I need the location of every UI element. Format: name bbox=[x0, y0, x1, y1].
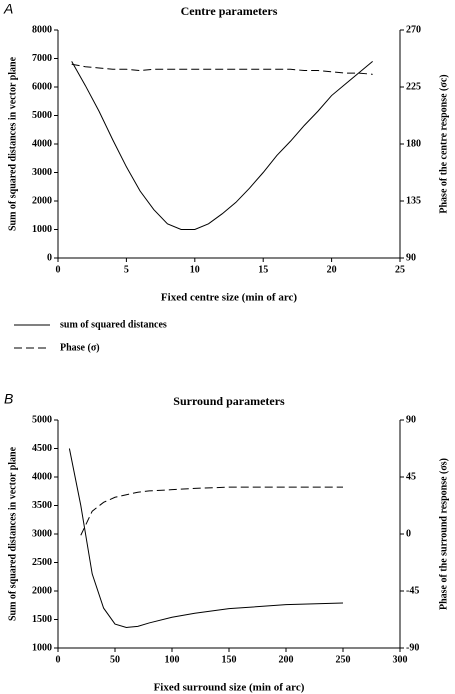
y-tick-label: 5000 bbox=[32, 414, 52, 425]
data-line bbox=[71, 60, 373, 230]
panel-label: A bbox=[3, 1, 13, 17]
x-tick-label: 200 bbox=[279, 654, 294, 665]
legend-label: sum of squared distances bbox=[60, 319, 167, 330]
y-tick-label: 2000 bbox=[32, 195, 52, 206]
data-line bbox=[71, 63, 373, 75]
y-tick-label: 2500 bbox=[32, 557, 52, 568]
x-tick-label: 250 bbox=[336, 654, 351, 665]
y-axis-label: Sum of squared distances in vector plane bbox=[7, 56, 18, 231]
y2-tick-label: -90 bbox=[406, 642, 419, 653]
y-tick-label: 7000 bbox=[32, 53, 52, 64]
y2-tick-label: 135 bbox=[406, 195, 421, 206]
y2-tick-label: 0 bbox=[406, 528, 411, 539]
x-axis-label: Fixed centre size (min of arc) bbox=[161, 292, 297, 304]
x-tick-label: 50 bbox=[110, 654, 120, 665]
x-tick-label: 0 bbox=[56, 264, 61, 275]
y-tick-label: 8000 bbox=[32, 24, 52, 35]
y2-tick-label: -45 bbox=[406, 585, 419, 596]
chart-title: Surround parameters bbox=[173, 394, 285, 408]
data-line bbox=[68, 448, 344, 628]
y-tick-label: 3000 bbox=[32, 528, 52, 539]
x-tick-label: 150 bbox=[222, 654, 237, 665]
y-tick-label: 0 bbox=[47, 252, 52, 263]
y-tick-label: 3000 bbox=[32, 167, 52, 178]
data-line bbox=[80, 486, 343, 536]
y-tick-label: 2000 bbox=[32, 585, 52, 596]
x-tick-label: 5 bbox=[124, 264, 129, 275]
x-tick-label: 20 bbox=[327, 264, 337, 275]
x-tick-label: 300 bbox=[393, 654, 408, 665]
chart-title: Centre parameters bbox=[181, 4, 278, 18]
y-tick-label: 4000 bbox=[32, 471, 52, 482]
x-tick-label: 10 bbox=[190, 264, 200, 275]
y2-tick-label: 90 bbox=[406, 414, 416, 425]
x-tick-label: 25 bbox=[395, 264, 405, 275]
x-tick-label: 15 bbox=[258, 264, 268, 275]
y2-tick-label: 90 bbox=[406, 252, 416, 263]
y-tick-label: 1000 bbox=[32, 224, 52, 235]
y2-tick-label: 270 bbox=[406, 24, 421, 35]
legend-label: Phase (σ) bbox=[60, 342, 100, 353]
y-tick-label: 4500 bbox=[32, 443, 52, 454]
y-tick-label: 1500 bbox=[32, 614, 52, 625]
y2-tick-label: 45 bbox=[406, 471, 416, 482]
y2-axis-label: Phase of the centre response (σc) bbox=[438, 74, 449, 213]
y-tick-label: 3500 bbox=[32, 500, 52, 511]
x-tick-label: 100 bbox=[165, 654, 180, 665]
y-tick-label: 6000 bbox=[32, 81, 52, 92]
y2-tick-label: 180 bbox=[406, 138, 421, 149]
x-axis-label: Fixed surround size (min of arc) bbox=[154, 682, 305, 694]
x-tick-label: 0 bbox=[56, 654, 61, 665]
y-tick-label: 1000 bbox=[32, 642, 52, 653]
y-axis-label: Sum of squared distances in vector plane bbox=[7, 446, 18, 621]
panel-label: B bbox=[4, 391, 13, 407]
y-tick-label: 4000 bbox=[32, 138, 52, 149]
y-tick-label: 5000 bbox=[32, 110, 52, 121]
y2-axis-label: Phase of the surround response (σs) bbox=[438, 458, 449, 610]
y2-tick-label: 225 bbox=[406, 81, 421, 92]
